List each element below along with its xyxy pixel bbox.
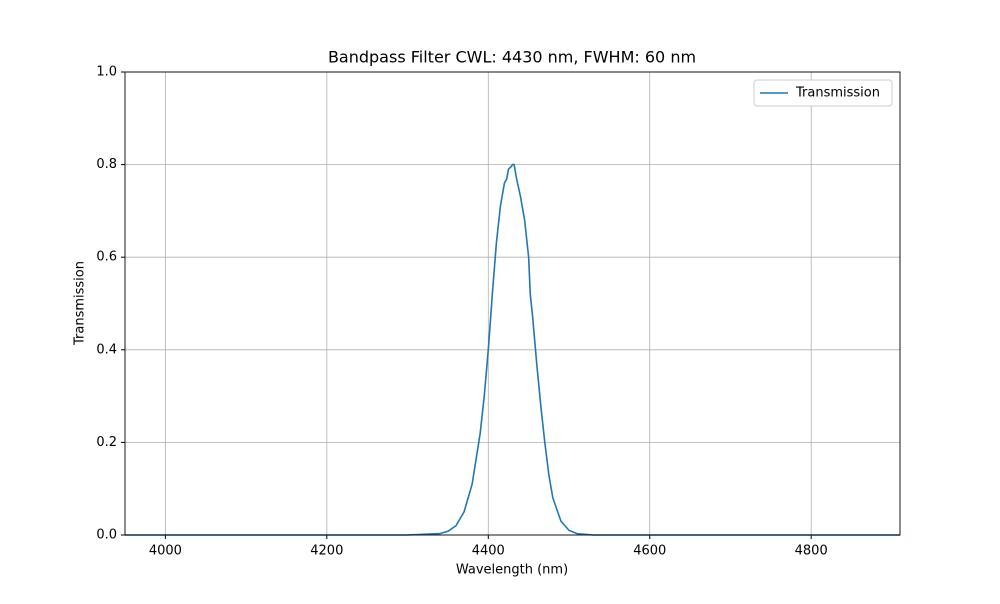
y-tick-label: 0.2 xyxy=(96,435,117,450)
y-tick-label: 1.0 xyxy=(96,65,117,80)
legend-label: Transmission xyxy=(795,86,880,101)
y-tick-label: 0.0 xyxy=(96,528,117,543)
y-tick-label: 0.4 xyxy=(96,342,117,357)
plot-frame xyxy=(124,71,901,536)
y-axis-label: Transmission xyxy=(73,261,88,346)
chart-title: Bandpass Filter CWL: 4430 nm, FWHM: 60 n… xyxy=(328,48,696,67)
legend-box xyxy=(753,79,893,107)
y-tick-label: 0.6 xyxy=(96,250,117,265)
y-tick-label: 0.8 xyxy=(96,157,117,172)
data-line xyxy=(125,163,900,536)
x-tick-label: 4000 xyxy=(149,544,182,559)
x-tick-label: 4800 xyxy=(795,544,828,559)
x-axis-label: Wavelength (nm) xyxy=(456,563,568,578)
x-tick-label: 4200 xyxy=(310,544,343,559)
x-tick-label: 4600 xyxy=(633,544,666,559)
x-tick-label: 4400 xyxy=(472,544,505,559)
